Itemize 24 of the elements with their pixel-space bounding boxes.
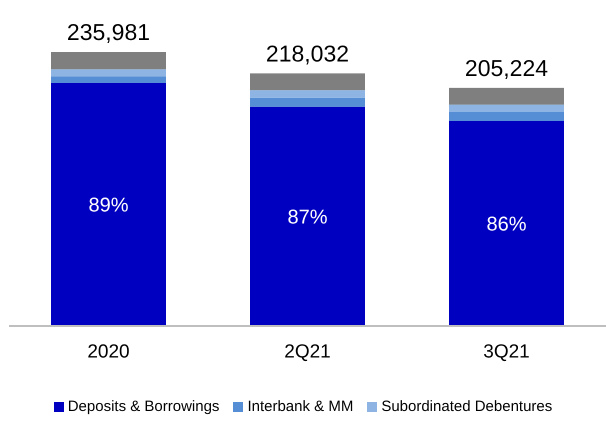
x-tick-label: 2Q21 bbox=[284, 341, 331, 362]
bar bbox=[250, 106, 365, 326]
x-tick-label: 3Q21 bbox=[483, 341, 530, 362]
bar bbox=[51, 52, 166, 70]
bar bbox=[449, 112, 564, 122]
bar bbox=[250, 73, 365, 90]
bar bbox=[51, 69, 166, 76]
legend-label: Subordinated Debentures bbox=[381, 398, 552, 415]
legend-label: Interbank & MM bbox=[247, 398, 354, 415]
bar bbox=[51, 76, 166, 83]
bar bbox=[250, 98, 365, 107]
bar bbox=[51, 82, 166, 326]
bar bbox=[250, 90, 365, 98]
bar bbox=[449, 104, 564, 112]
x-tick-label: 2020 bbox=[87, 341, 130, 362]
bar bbox=[449, 121, 564, 326]
annotation: 87% bbox=[287, 206, 328, 228]
annotation: 205,224 bbox=[464, 54, 548, 81]
bar bbox=[449, 88, 564, 105]
annotation: 218,032 bbox=[266, 40, 350, 66]
annotation: 86% bbox=[486, 214, 527, 236]
legend-label: Deposits & Borrowings bbox=[68, 398, 220, 415]
annotation: 235,981 bbox=[66, 19, 150, 45]
annotation: 89% bbox=[88, 194, 129, 217]
